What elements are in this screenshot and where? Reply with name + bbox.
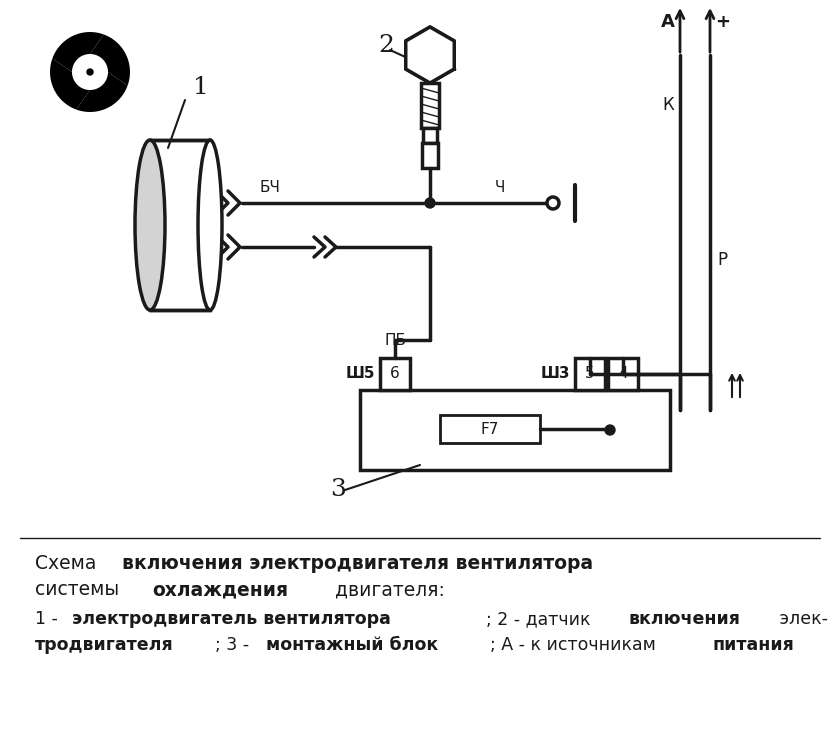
Text: включения: включения xyxy=(629,610,741,628)
Text: ; 3 -: ; 3 - xyxy=(215,636,255,654)
Polygon shape xyxy=(406,27,454,83)
Bar xyxy=(380,358,410,390)
Text: 6: 6 xyxy=(390,366,400,381)
Text: двигателя:: двигателя: xyxy=(328,580,444,599)
Text: К: К xyxy=(662,96,674,114)
Polygon shape xyxy=(52,32,103,72)
Bar xyxy=(360,390,670,470)
Bar xyxy=(150,140,210,310)
Text: ; 2 - датчик: ; 2 - датчик xyxy=(486,610,596,628)
Text: элек-: элек- xyxy=(774,610,828,628)
Text: включения электродвигателя вентилятора: включения электродвигателя вентилятора xyxy=(123,554,594,573)
Polygon shape xyxy=(90,35,130,86)
Text: F7: F7 xyxy=(480,422,499,436)
Text: 4: 4 xyxy=(618,366,627,381)
Text: 1: 1 xyxy=(193,77,209,99)
Bar xyxy=(575,358,605,390)
Circle shape xyxy=(82,64,98,80)
Text: А: А xyxy=(661,13,675,31)
Text: питания: питания xyxy=(712,636,795,654)
Bar xyxy=(422,143,438,168)
Text: системы: системы xyxy=(35,580,125,599)
Ellipse shape xyxy=(135,140,165,310)
Bar xyxy=(421,83,439,128)
Text: монтажный блок: монтажный блок xyxy=(266,636,438,654)
Polygon shape xyxy=(76,72,128,112)
Polygon shape xyxy=(50,59,90,110)
Text: электродвигатель вентилятора: электродвигатель вентилятора xyxy=(72,610,391,628)
Bar xyxy=(440,415,540,443)
Ellipse shape xyxy=(198,140,222,310)
Text: 2: 2 xyxy=(378,34,394,56)
Text: Р: Р xyxy=(717,251,727,269)
Text: тродвигателя: тродвигателя xyxy=(35,636,174,654)
Text: Схема: Схема xyxy=(35,554,102,573)
Text: 3: 3 xyxy=(330,478,346,502)
Text: ПБ: ПБ xyxy=(384,333,406,348)
Text: 5: 5 xyxy=(585,366,595,381)
Text: +: + xyxy=(715,13,730,31)
Bar xyxy=(423,128,437,143)
Circle shape xyxy=(87,69,93,75)
Text: БЧ: БЧ xyxy=(260,180,281,195)
Bar xyxy=(608,358,638,390)
Text: Ш5: Ш5 xyxy=(345,366,375,381)
Circle shape xyxy=(605,425,615,435)
Circle shape xyxy=(547,197,559,209)
Text: Ч: Ч xyxy=(495,180,505,195)
Circle shape xyxy=(425,198,435,208)
Text: ; А - к источникам: ; А - к источникам xyxy=(490,636,661,654)
Text: Ш3: Ш3 xyxy=(540,366,570,381)
Text: охлаждения: охлаждения xyxy=(152,580,288,599)
Text: 1 -: 1 - xyxy=(35,610,63,628)
